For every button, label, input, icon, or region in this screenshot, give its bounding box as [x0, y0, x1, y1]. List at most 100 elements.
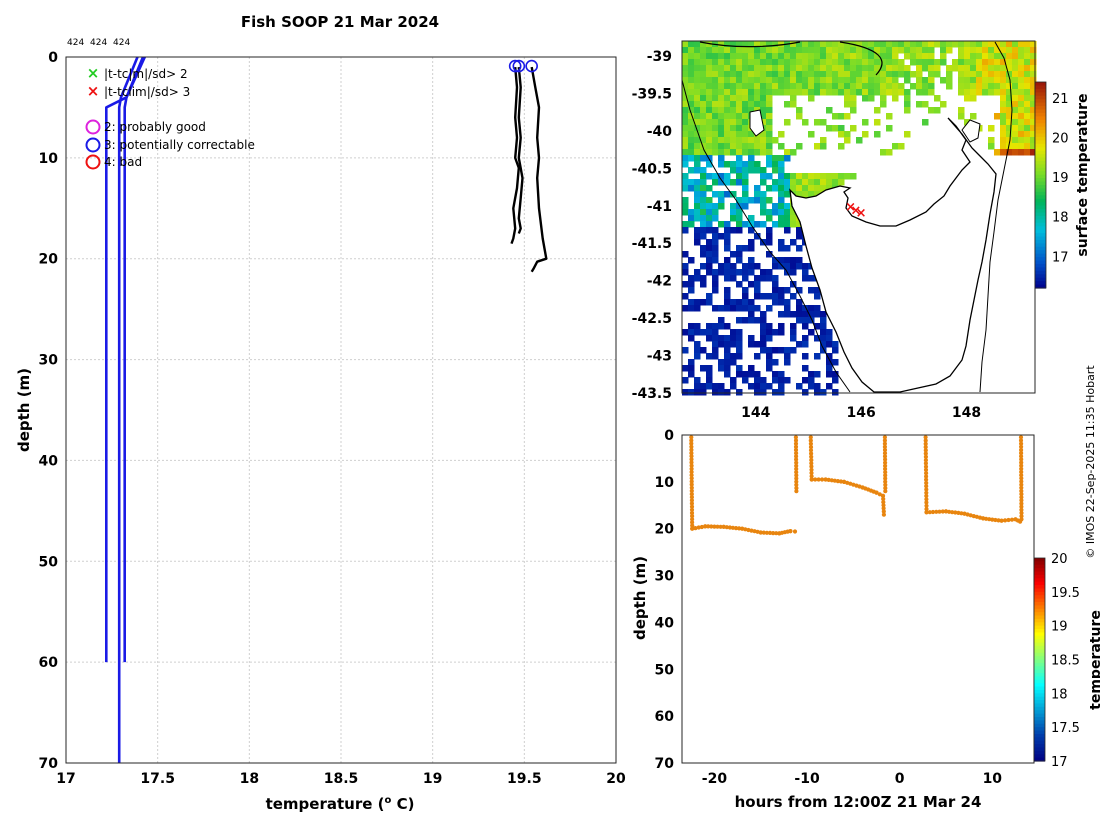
sst-pixel	[730, 47, 737, 54]
sst-pixel	[1024, 47, 1031, 54]
colorbar-band	[1035, 274, 1046, 279]
sst-pixel	[700, 299, 707, 306]
sst-pixel	[694, 299, 701, 306]
sst-pixel	[682, 95, 689, 102]
sst-pixel	[940, 101, 947, 108]
sst-pixel	[958, 89, 965, 96]
colorbar-band	[1035, 260, 1046, 265]
sst-pixel	[892, 71, 899, 78]
sst-pixel	[754, 59, 761, 66]
sst-pixel	[772, 281, 779, 288]
depth-time-point	[1019, 469, 1024, 475]
sst-pixel	[730, 329, 737, 336]
colorbar-band	[1034, 693, 1045, 698]
sst-pixel	[736, 65, 743, 72]
sst-pixel	[1006, 47, 1013, 54]
sst-pixel	[736, 251, 743, 258]
sst-pixel	[778, 131, 785, 138]
sst-pixel	[934, 65, 941, 72]
sst-pixel	[742, 143, 749, 150]
sst-pixel	[862, 77, 869, 84]
depth-time-point	[924, 471, 929, 476]
sst-pixel	[976, 89, 983, 96]
profile-x-tick-label: 18	[240, 771, 259, 787]
sst-pixel	[736, 389, 743, 396]
sst-pixel	[886, 71, 893, 78]
series-climatology-3	[123, 56, 146, 663]
colorbar-band	[1034, 598, 1045, 603]
sst-pixel	[784, 245, 791, 252]
sst-pixel	[826, 335, 833, 342]
sst-pixel	[1024, 143, 1031, 150]
sst-pixel	[1018, 137, 1025, 144]
sst-pixel	[736, 137, 743, 144]
colorbar-band	[1034, 568, 1045, 573]
sst-pixel	[976, 65, 983, 72]
sst-pixel	[682, 47, 689, 54]
depth-time-point	[1019, 482, 1024, 487]
sst-pixel	[826, 353, 833, 360]
king-island	[749, 109, 765, 137]
sst-pixel	[688, 335, 695, 342]
sst-pixel	[796, 317, 803, 324]
sst-pixel	[928, 47, 935, 54]
depth-time-point	[924, 503, 929, 508]
sst-pixel	[712, 383, 719, 390]
colorbar-band	[1034, 581, 1045, 586]
sst-pixel	[742, 293, 749, 300]
sst-pixel	[964, 95, 971, 102]
sst-pixel	[946, 65, 953, 72]
sst-pixel	[1006, 131, 1013, 138]
sst-pixel	[712, 203, 719, 210]
sst-pixel	[682, 179, 689, 186]
colorbar-band	[1035, 123, 1046, 128]
depth-time-point	[953, 510, 958, 515]
sst-pixel	[724, 59, 731, 66]
sst-pixel	[1030, 125, 1037, 132]
depth-time-point	[690, 523, 695, 528]
sst-pixel	[778, 143, 785, 150]
sst-pixel	[880, 71, 887, 78]
sst-pixel	[682, 149, 689, 156]
sst-pixel	[706, 269, 713, 276]
sst-pixel	[682, 365, 689, 372]
sst-pixel	[712, 287, 719, 294]
sst-pixel	[760, 53, 767, 60]
colorbar-band	[1035, 140, 1046, 145]
sst-pixel	[790, 269, 797, 276]
sst-pixel	[826, 59, 833, 66]
profile-y-tick-label: 70	[39, 756, 59, 772]
sst-pixel	[1012, 53, 1019, 60]
sst-pixel	[724, 365, 731, 372]
colorbar-band	[1035, 88, 1046, 93]
sst-pixel	[820, 119, 827, 126]
sst-pixel	[700, 83, 707, 90]
map-lon-tick-label: 144	[741, 405, 770, 421]
sst-pixel	[796, 173, 803, 180]
sst-pixel	[742, 203, 749, 210]
sst-pixel	[844, 137, 851, 144]
depth-time-y-tick-label: 40	[655, 615, 675, 631]
depth-time-point	[1019, 514, 1024, 519]
sst-pixel	[694, 101, 701, 108]
sst-pixel	[946, 77, 953, 84]
sst-pixel	[766, 323, 773, 330]
sst-pixel	[802, 173, 809, 180]
colorbar-band	[1035, 143, 1046, 148]
depth-time-point	[883, 470, 888, 475]
sst-pixel	[808, 83, 815, 90]
sst-pixel	[898, 59, 905, 66]
profile-x-tick-label: 17.5	[140, 771, 175, 787]
sst-pixel	[736, 47, 743, 54]
sst-colorbar-tick-label: 17	[1052, 250, 1069, 265]
sst-pixel	[694, 95, 701, 102]
sst-pixel	[1000, 101, 1007, 108]
sst-pixel	[694, 185, 701, 192]
sst-pixel	[928, 53, 935, 60]
depth-time-point	[689, 485, 694, 490]
colorbar-band	[1034, 652, 1045, 657]
sst-pixel	[982, 83, 989, 90]
sst-pixel	[760, 335, 767, 342]
sst-pixel	[754, 275, 761, 282]
